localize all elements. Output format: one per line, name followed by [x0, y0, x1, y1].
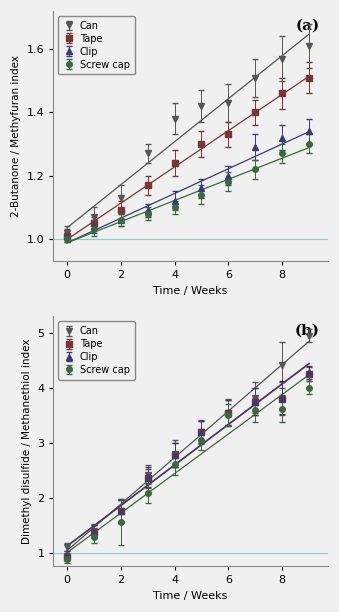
X-axis label: Time / Weeks: Time / Weeks	[154, 286, 228, 296]
Y-axis label: 2-Butanone / Methyfuran index: 2-Butanone / Methyfuran index	[11, 55, 21, 217]
Y-axis label: Dimethyl disulfide / Methanethiol index: Dimethyl disulfide / Methanethiol index	[22, 338, 32, 544]
Legend: Can, Tape, Clip, Screw cap: Can, Tape, Clip, Screw cap	[58, 321, 135, 380]
Legend: Can, Tape, Clip, Screw cap: Can, Tape, Clip, Screw cap	[58, 16, 135, 75]
Text: (a): (a)	[295, 18, 320, 32]
Text: (b): (b)	[295, 324, 320, 338]
X-axis label: Time / Weeks: Time / Weeks	[154, 591, 228, 601]
